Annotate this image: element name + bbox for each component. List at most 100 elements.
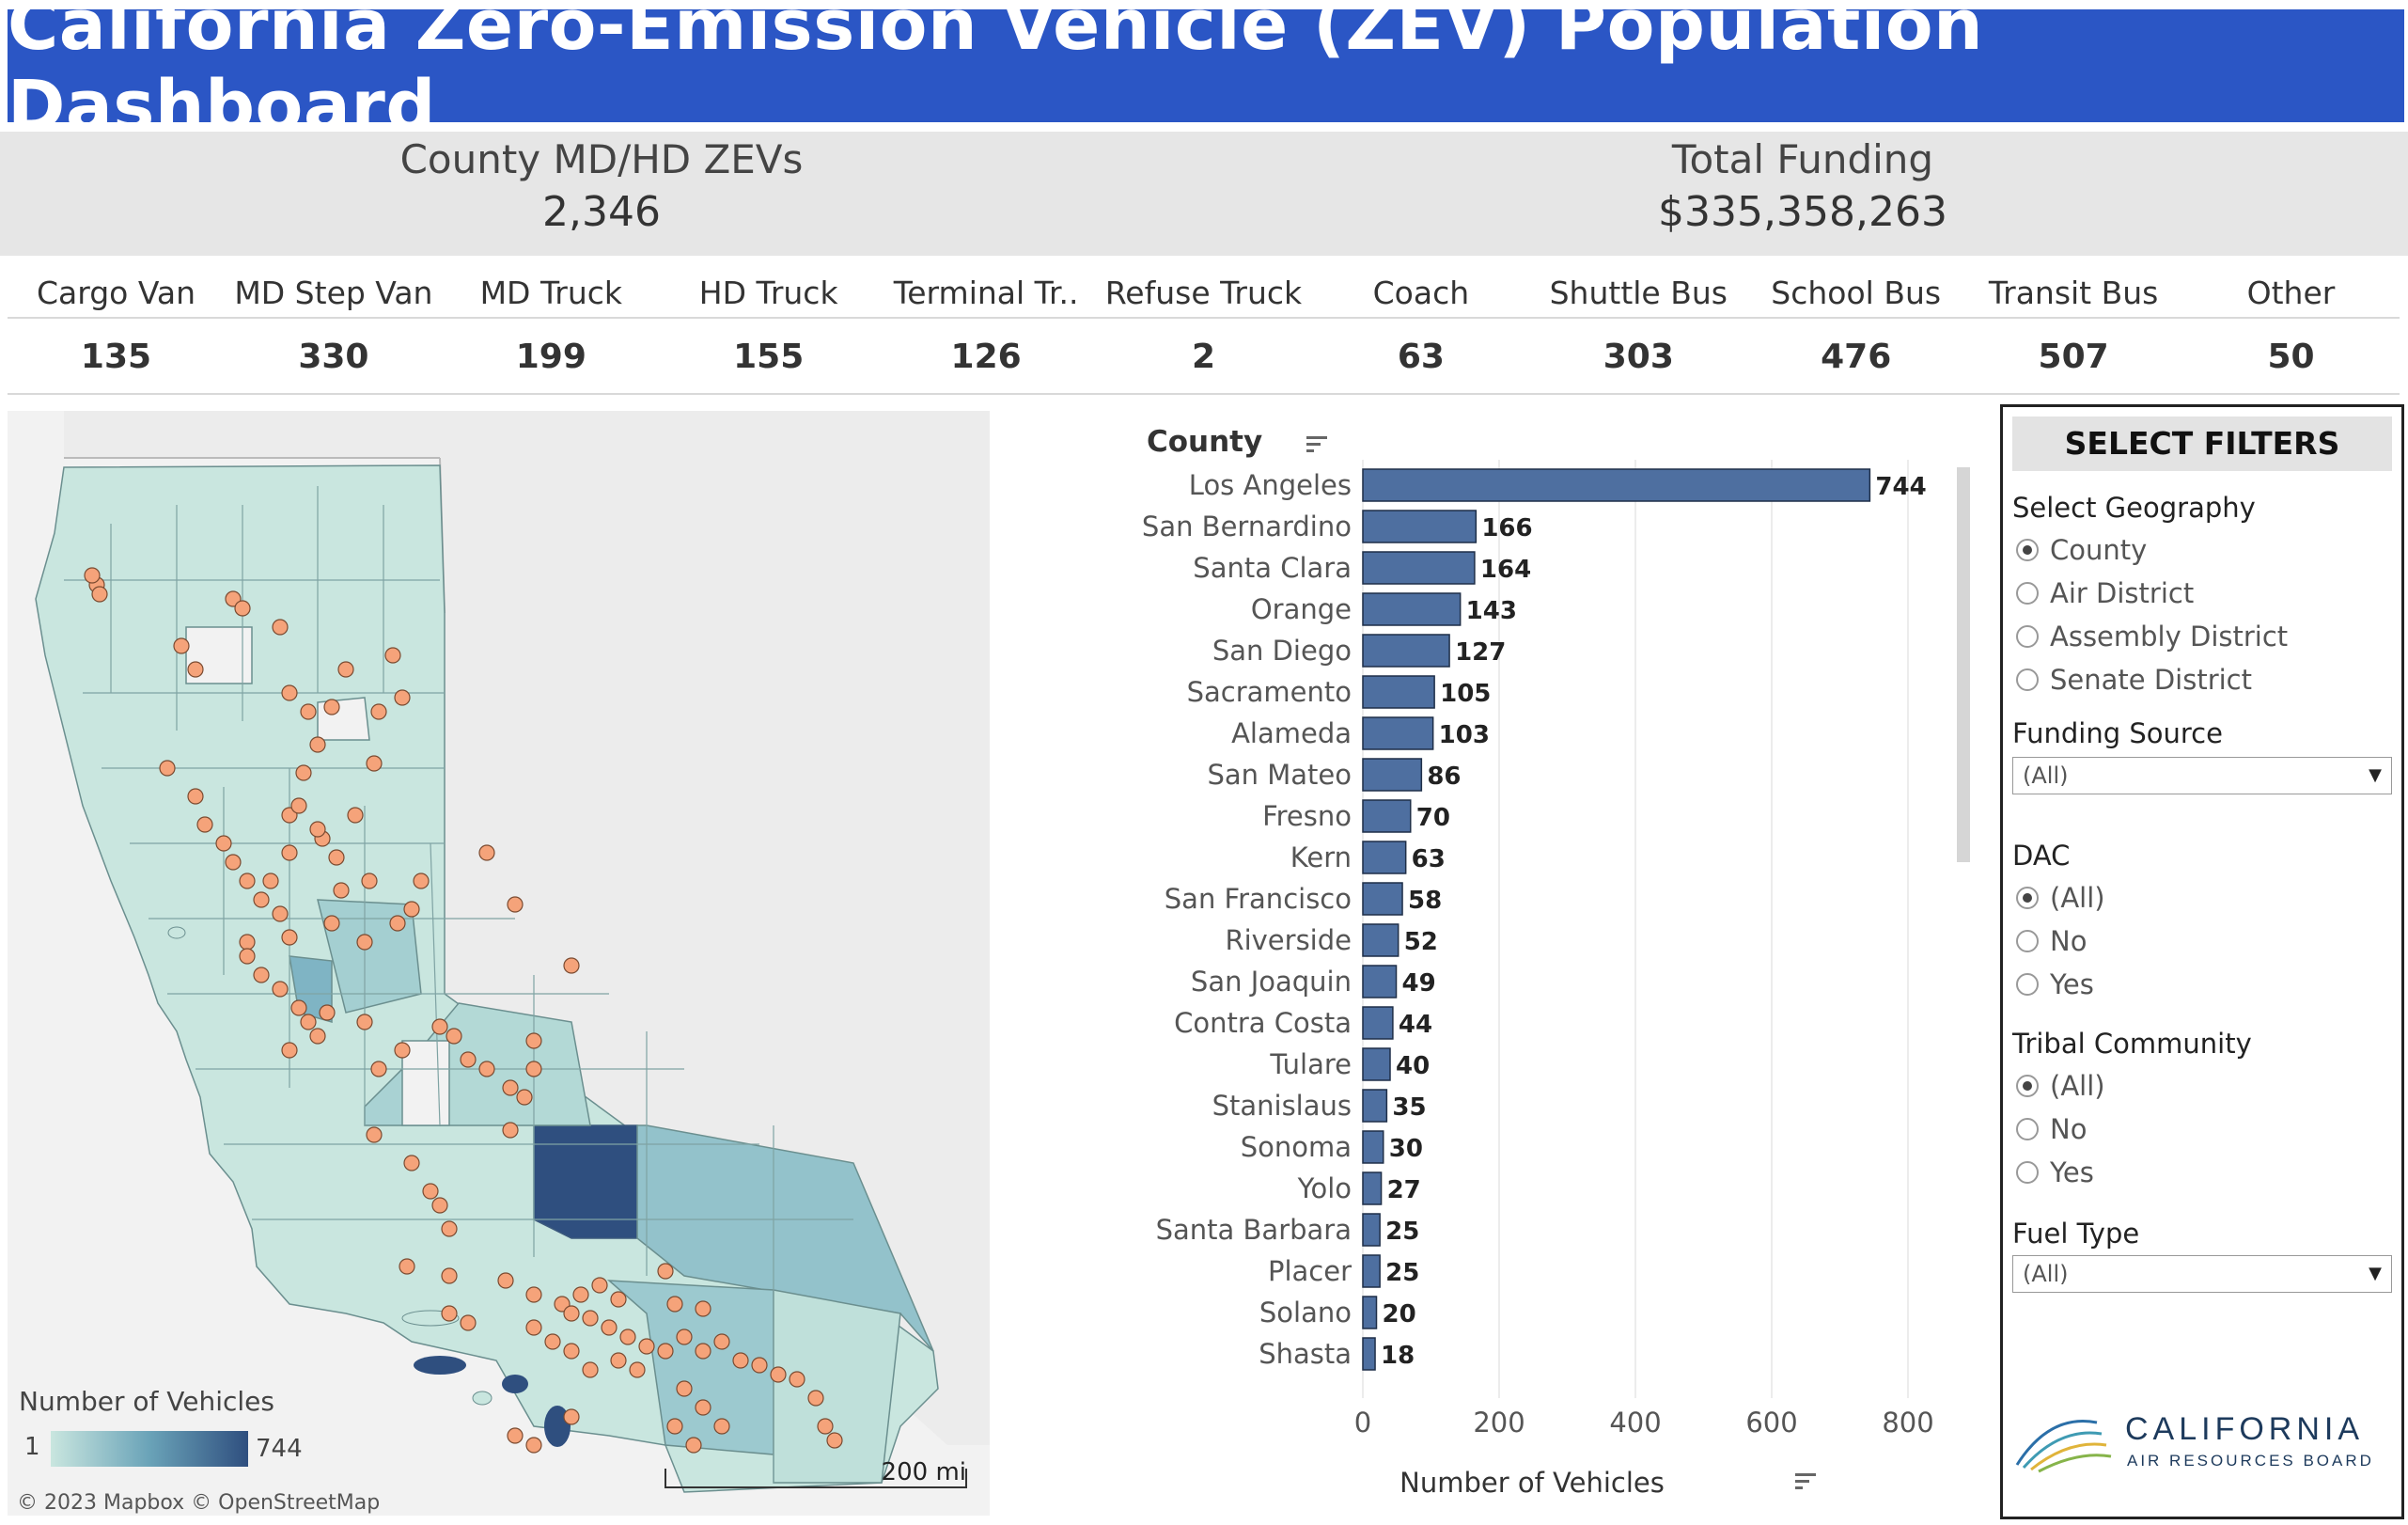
vehicle-point[interactable] xyxy=(253,967,270,983)
bar[interactable] xyxy=(1362,1089,1388,1123)
vehicle-point[interactable] xyxy=(591,1277,608,1294)
bar[interactable] xyxy=(1362,510,1478,543)
vehicle-point[interactable] xyxy=(281,844,298,861)
bar[interactable] xyxy=(1362,1047,1391,1081)
vehicle-point[interactable] xyxy=(610,1352,627,1369)
vehicle-point[interactable] xyxy=(281,1042,298,1059)
vehicle-point[interactable] xyxy=(337,661,354,678)
sort-icon[interactable] xyxy=(1306,436,1327,452)
vehicle-point[interactable] xyxy=(399,1258,415,1275)
vehicle-point[interactable] xyxy=(676,1380,693,1397)
radio-option[interactable]: No xyxy=(2016,922,2087,960)
category-tick-label[interactable]: Santa Clara xyxy=(1193,552,1352,584)
vehicle-point[interactable] xyxy=(225,854,242,871)
vehicle-point[interactable] xyxy=(394,689,411,706)
chevron-down-icon[interactable]: ▼ xyxy=(2369,1264,2382,1283)
vehicle-point[interactable] xyxy=(413,873,430,889)
bar[interactable] xyxy=(1362,799,1412,833)
category-tick-label[interactable]: Placer xyxy=(1268,1255,1352,1287)
radio-icon[interactable] xyxy=(2016,1118,2039,1140)
bar[interactable] xyxy=(1362,634,1450,668)
bar[interactable] xyxy=(1362,1337,1376,1371)
vehicle-point[interactable] xyxy=(695,1300,711,1317)
category-tick-label[interactable]: Yolo xyxy=(1297,1172,1352,1204)
vehicle-point[interactable] xyxy=(403,901,420,918)
vehicle-point[interactable] xyxy=(507,896,524,913)
vehicle-point[interactable] xyxy=(159,760,176,777)
county-los-angeles[interactable] xyxy=(533,1124,638,1239)
vehicle-point[interactable] xyxy=(366,1126,383,1143)
bar[interactable] xyxy=(1362,551,1476,585)
vehicle-point[interactable] xyxy=(431,1018,448,1035)
vehicle-point[interactable] xyxy=(572,1286,589,1303)
vehicle-point[interactable] xyxy=(328,849,345,866)
radio-option[interactable]: (All) xyxy=(2016,1067,2105,1105)
vehicle-point[interactable] xyxy=(629,1361,646,1378)
vehicle-point[interactable] xyxy=(525,1437,542,1454)
category-tick-label[interactable]: Stanislaus xyxy=(1212,1090,1352,1122)
vehicle-point[interactable] xyxy=(525,1319,542,1336)
radio-option[interactable]: Yes xyxy=(2016,1154,2094,1191)
vehicle-point[interactable] xyxy=(370,1061,387,1077)
bar[interactable] xyxy=(1362,882,1403,916)
chart-scrollbar[interactable] xyxy=(1957,467,1970,862)
vehicle-point[interactable] xyxy=(300,703,317,720)
vehicle-point[interactable] xyxy=(525,1061,542,1077)
category-tick-label[interactable]: Los Angeles xyxy=(1189,469,1352,501)
vehicle-point[interactable] xyxy=(563,1305,580,1322)
vehicle-point[interactable] xyxy=(361,873,378,889)
vehicle-point[interactable] xyxy=(272,619,289,636)
vehicle-point[interactable] xyxy=(713,1333,730,1350)
vehicle-point[interactable] xyxy=(582,1310,599,1327)
bar[interactable] xyxy=(1362,1171,1383,1205)
vehicle-point[interactable] xyxy=(290,999,307,1016)
bar[interactable] xyxy=(1362,1254,1381,1288)
category-tick-label[interactable]: San Francisco xyxy=(1165,883,1352,915)
vehicle-point[interactable] xyxy=(389,915,406,932)
vehicle-point[interactable] xyxy=(695,1343,711,1360)
vehicle-point[interactable] xyxy=(441,1267,458,1284)
vehicle-point[interactable] xyxy=(601,1319,618,1336)
vehicle-point[interactable] xyxy=(502,1079,519,1096)
vehicle-point[interactable] xyxy=(384,647,401,664)
vehicle-point[interactable] xyxy=(431,1197,448,1214)
vehicle-point[interactable] xyxy=(309,736,326,753)
category-tick-label[interactable]: Contra Costa xyxy=(1174,1007,1352,1039)
vehicle-point[interactable] xyxy=(370,703,387,720)
vehicle-point[interactable] xyxy=(272,905,289,922)
bar[interactable] xyxy=(1362,965,1398,998)
bar[interactable] xyxy=(1362,1296,1378,1329)
vehicle-point[interactable] xyxy=(333,882,350,899)
radio-option[interactable]: County xyxy=(2016,531,2147,569)
vehicle-point[interactable] xyxy=(460,1314,477,1331)
category-tick-label[interactable]: San Bernardino xyxy=(1142,511,1352,542)
category-tick-label[interactable]: Santa Barbara xyxy=(1156,1214,1352,1246)
vehicle-point[interactable] xyxy=(347,807,364,824)
vehicle-point[interactable] xyxy=(422,1183,439,1200)
radio-icon[interactable] xyxy=(2016,930,2039,952)
vehicle-point[interactable] xyxy=(239,873,256,889)
radio-icon[interactable] xyxy=(2016,887,2039,909)
vehicle-point[interactable] xyxy=(239,934,256,951)
vehicle-point[interactable] xyxy=(807,1390,824,1407)
vehicle-point[interactable] xyxy=(173,637,190,654)
vehicle-point[interactable] xyxy=(695,1399,711,1416)
vehicle-point[interactable] xyxy=(196,816,213,833)
vehicle-point[interactable] xyxy=(525,1032,542,1049)
category-tick-label[interactable]: San Mateo xyxy=(1207,759,1352,791)
vehicle-point[interactable] xyxy=(478,1061,495,1077)
vehicle-point[interactable] xyxy=(290,797,307,814)
bar[interactable] xyxy=(1362,841,1407,874)
category-tick-label[interactable]: Tulare xyxy=(1269,1048,1352,1080)
bar[interactable] xyxy=(1362,592,1462,626)
bar[interactable] xyxy=(1362,923,1399,957)
category-tick-label[interactable]: San Joaquin xyxy=(1191,966,1352,998)
vehicle-point[interactable] xyxy=(281,684,298,701)
map-attribution[interactable]: © 2023 Mapbox © OpenStreetMap xyxy=(17,1491,380,1515)
vehicle-point[interactable] xyxy=(544,1333,561,1350)
category-tick-label[interactable]: Sonoma xyxy=(1241,1131,1352,1163)
vehicle-point[interactable] xyxy=(441,1220,458,1237)
radio-icon[interactable] xyxy=(2016,668,2039,691)
vehicle-point[interactable] xyxy=(295,764,312,781)
sort-icon[interactable] xyxy=(1795,1473,1816,1489)
